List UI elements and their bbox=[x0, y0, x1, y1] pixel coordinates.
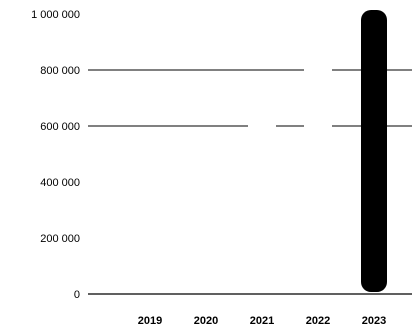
x-tick-label-2019: 2019 bbox=[138, 315, 162, 327]
x-tick-label-2020: 2020 bbox=[194, 315, 218, 327]
bars bbox=[361, 10, 387, 292]
x-tick-label-2021: 2021 bbox=[250, 315, 274, 327]
y-tick-label: 0 bbox=[74, 289, 80, 301]
y-tick-label: 400 000 bbox=[40, 177, 80, 189]
bar-2023 bbox=[361, 10, 387, 292]
y-tick-label: 800 000 bbox=[40, 65, 80, 77]
y-axis-tick-labels: 0 200 000 400 000 600 000 800 000 1 000 000 bbox=[31, 9, 80, 301]
x-tick-label-2023: 2023 bbox=[362, 315, 386, 327]
y-tick-label: 600 000 bbox=[40, 121, 80, 133]
y-tick-label: 200 000 bbox=[40, 233, 80, 245]
x-axis-tick-labels: 2019 2020 2021 2022 2023 bbox=[138, 315, 386, 327]
x-tick-label-2022: 2022 bbox=[306, 315, 330, 327]
y-tick-label: 1 000 000 bbox=[31, 9, 80, 21]
